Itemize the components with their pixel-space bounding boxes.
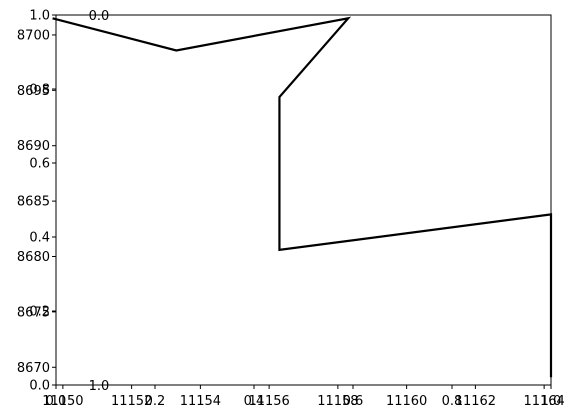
overlay-y-tick-label: 1.0 bbox=[29, 9, 50, 24]
overlay-y-tick-label: 0.6 bbox=[29, 157, 50, 172]
x-tick-label: 11158 bbox=[317, 394, 358, 409]
overlay-inner-bottom-label: 1.0 bbox=[89, 379, 110, 394]
y-tick-label: 8695 bbox=[17, 84, 50, 99]
axis-ticks: 8670 8675 8680 8685 8690 8695 8700 11150 11152 11… bbox=[17, 28, 565, 409]
x-tick-label: 11150 bbox=[42, 394, 83, 409]
overlay-y-tick-label: 0.4 bbox=[29, 231, 50, 246]
x-tick-label: 11156 bbox=[248, 394, 289, 409]
y-tick-label: 8675 bbox=[17, 305, 50, 320]
overlay-x-tick-label: 0.4 bbox=[244, 394, 265, 409]
y-tick-label: 8700 bbox=[17, 28, 50, 43]
overlay-x-tick-label: 0.0 bbox=[46, 394, 67, 409]
y-tick-label: 8670 bbox=[17, 361, 50, 376]
overlay-y-tick-label: 0.0 bbox=[29, 379, 50, 394]
y-tick-label: 8680 bbox=[17, 250, 50, 265]
y-tick-label: 8690 bbox=[17, 139, 50, 154]
overlay-y-tick-label: 0.2 bbox=[29, 305, 50, 320]
y-tick-label: 8685 bbox=[17, 195, 50, 210]
x-tick-label: 11152 bbox=[111, 394, 152, 409]
x-tick-label: 11154 bbox=[180, 394, 221, 409]
overlay-top-label: 0.0 bbox=[89, 9, 110, 24]
overlay-x-tick-label: 0.8 bbox=[442, 394, 463, 409]
overlay-x-tick-label: 0.2 bbox=[145, 394, 166, 409]
x-tick-label: 11164 bbox=[523, 394, 564, 409]
overlay-y-tick-label: 0.8 bbox=[29, 83, 50, 98]
x-tick-label: 11162 bbox=[455, 394, 496, 409]
overlay-x-tick-label: 1.0 bbox=[541, 394, 562, 409]
x-tick-label: 11160 bbox=[386, 394, 427, 409]
plot-frame bbox=[55, 14, 552, 386]
overlay-axes: 0.00.20.40.60.81.00.0 0.2 0.4 0.6 0.8 1.00.01… bbox=[29, 9, 561, 410]
overlay-x-tick-label: 0.6 bbox=[343, 394, 364, 409]
